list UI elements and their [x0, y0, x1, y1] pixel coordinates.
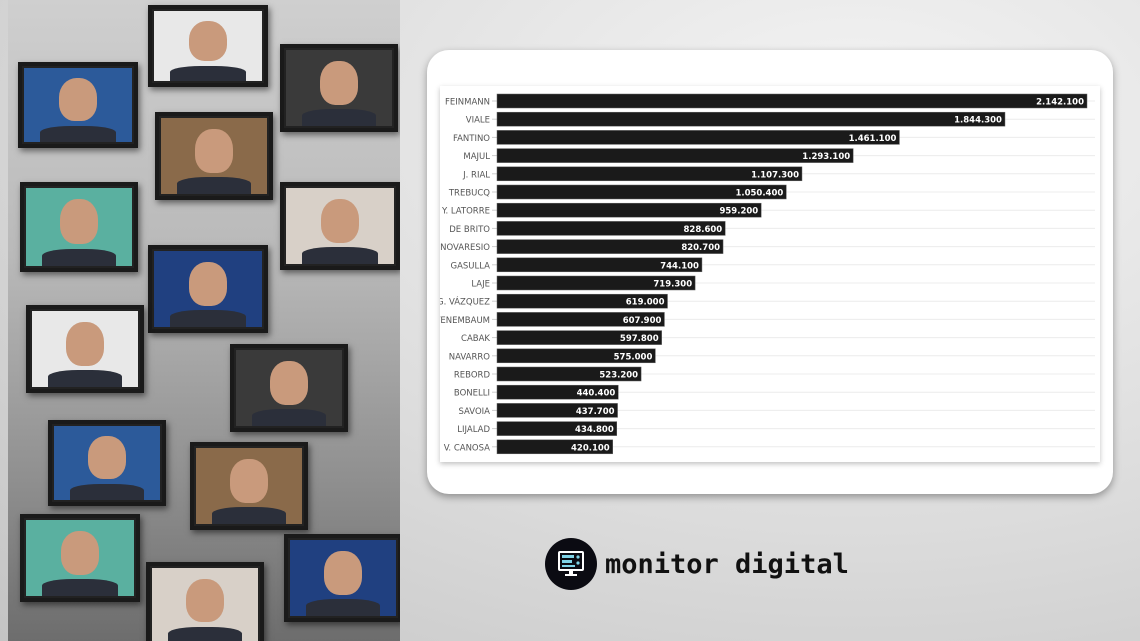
value-label: 420.100	[571, 443, 610, 453]
category-label: VIALE	[466, 116, 490, 126]
bar	[496, 202, 762, 218]
bar	[496, 403, 618, 418]
category-label: LAJE	[471, 280, 490, 290]
category-label: Y. LATORRE	[441, 207, 490, 217]
bar	[496, 384, 619, 400]
category-label: J. RIAL	[462, 170, 490, 180]
logo-text: monitor digital	[605, 548, 849, 580]
value-label: 820.700	[681, 243, 720, 253]
bar	[496, 330, 662, 345]
bar	[496, 130, 900, 145]
category-label: G. VÁZQUEZ	[440, 296, 490, 308]
bar	[496, 221, 726, 236]
value-label: 1.461.100	[849, 134, 897, 144]
category-label: GASULLA	[451, 261, 491, 271]
value-label: 1.844.300	[954, 116, 1002, 126]
monitor-photo	[26, 305, 144, 393]
value-label: 744.100	[660, 261, 699, 271]
category-label: NOVARESIO	[440, 243, 490, 253]
category-label: LIJALAD	[457, 425, 490, 435]
monitor-photo	[48, 420, 166, 506]
category-label: TREBUCQ	[448, 189, 490, 199]
monitor-photo	[20, 182, 138, 272]
bar	[496, 275, 696, 291]
bar	[496, 184, 787, 200]
value-label: 1.107.300	[751, 170, 799, 180]
category-label: REBORD	[454, 371, 491, 381]
bar	[496, 348, 656, 364]
category-label: BONELLI	[454, 389, 490, 399]
category-label: SAVOIA	[458, 407, 490, 417]
bar	[496, 93, 1088, 109]
category-label: DE BRITO	[449, 225, 490, 235]
category-label: V. CANOSA	[444, 443, 490, 453]
bar	[496, 312, 665, 327]
monitor-photo	[18, 62, 138, 148]
bar	[496, 111, 1006, 127]
value-label: 437.700	[576, 407, 615, 417]
category-label: NAVARRO	[449, 352, 491, 362]
monitor-photo	[148, 5, 268, 87]
value-label: 523.200	[599, 371, 638, 381]
value-label: 1.050.400	[735, 189, 783, 199]
bar	[496, 366, 642, 382]
bar	[496, 239, 724, 254]
bar-chart: FEINMANN 2.142.100 VIALE 1.844.300 FANTINO 1.…	[434, 86, 1100, 462]
value-label: 1.293.100	[802, 152, 850, 162]
category-label: FEINMANN	[445, 98, 490, 108]
category-label: MAJUL	[463, 152, 490, 162]
bar	[496, 148, 854, 163]
value-label: 959.200	[719, 207, 758, 217]
category-label: CABAK	[461, 334, 490, 344]
monitor-photo	[146, 562, 264, 641]
monitor-photo	[190, 442, 308, 530]
bar	[496, 421, 618, 436]
value-label: 619.000	[626, 298, 665, 308]
category-label: TENEMBAUM	[440, 316, 490, 326]
collage-photo	[8, 0, 400, 641]
monitor-photo	[230, 344, 348, 432]
monitor-photo	[148, 245, 268, 333]
value-label: 2.142.100	[1036, 98, 1084, 108]
value-label: 575.000	[614, 352, 653, 362]
monitor-photo	[280, 182, 400, 270]
monitor-photo	[20, 514, 140, 602]
category-label: FANTINO	[453, 134, 490, 144]
value-label: 597.800	[620, 334, 659, 344]
logo: monitor digital	[545, 538, 849, 590]
monitor-photo	[280, 44, 398, 132]
value-label: 440.400	[577, 389, 616, 399]
bar	[496, 293, 668, 309]
bar	[496, 439, 613, 455]
value-label: 434.800	[575, 425, 614, 435]
monitor-photo	[284, 534, 400, 622]
monitor-icon	[545, 538, 597, 590]
value-label: 828.600	[684, 225, 723, 235]
chart-svg: FEINMANN 2.142.100 VIALE 1.844.300 FANTINO 1.…	[434, 93, 1095, 455]
bar	[496, 257, 703, 273]
bar	[496, 166, 803, 182]
value-label: 719.300	[653, 280, 692, 290]
value-label: 607.900	[623, 316, 662, 326]
monitor-photo	[155, 112, 273, 200]
